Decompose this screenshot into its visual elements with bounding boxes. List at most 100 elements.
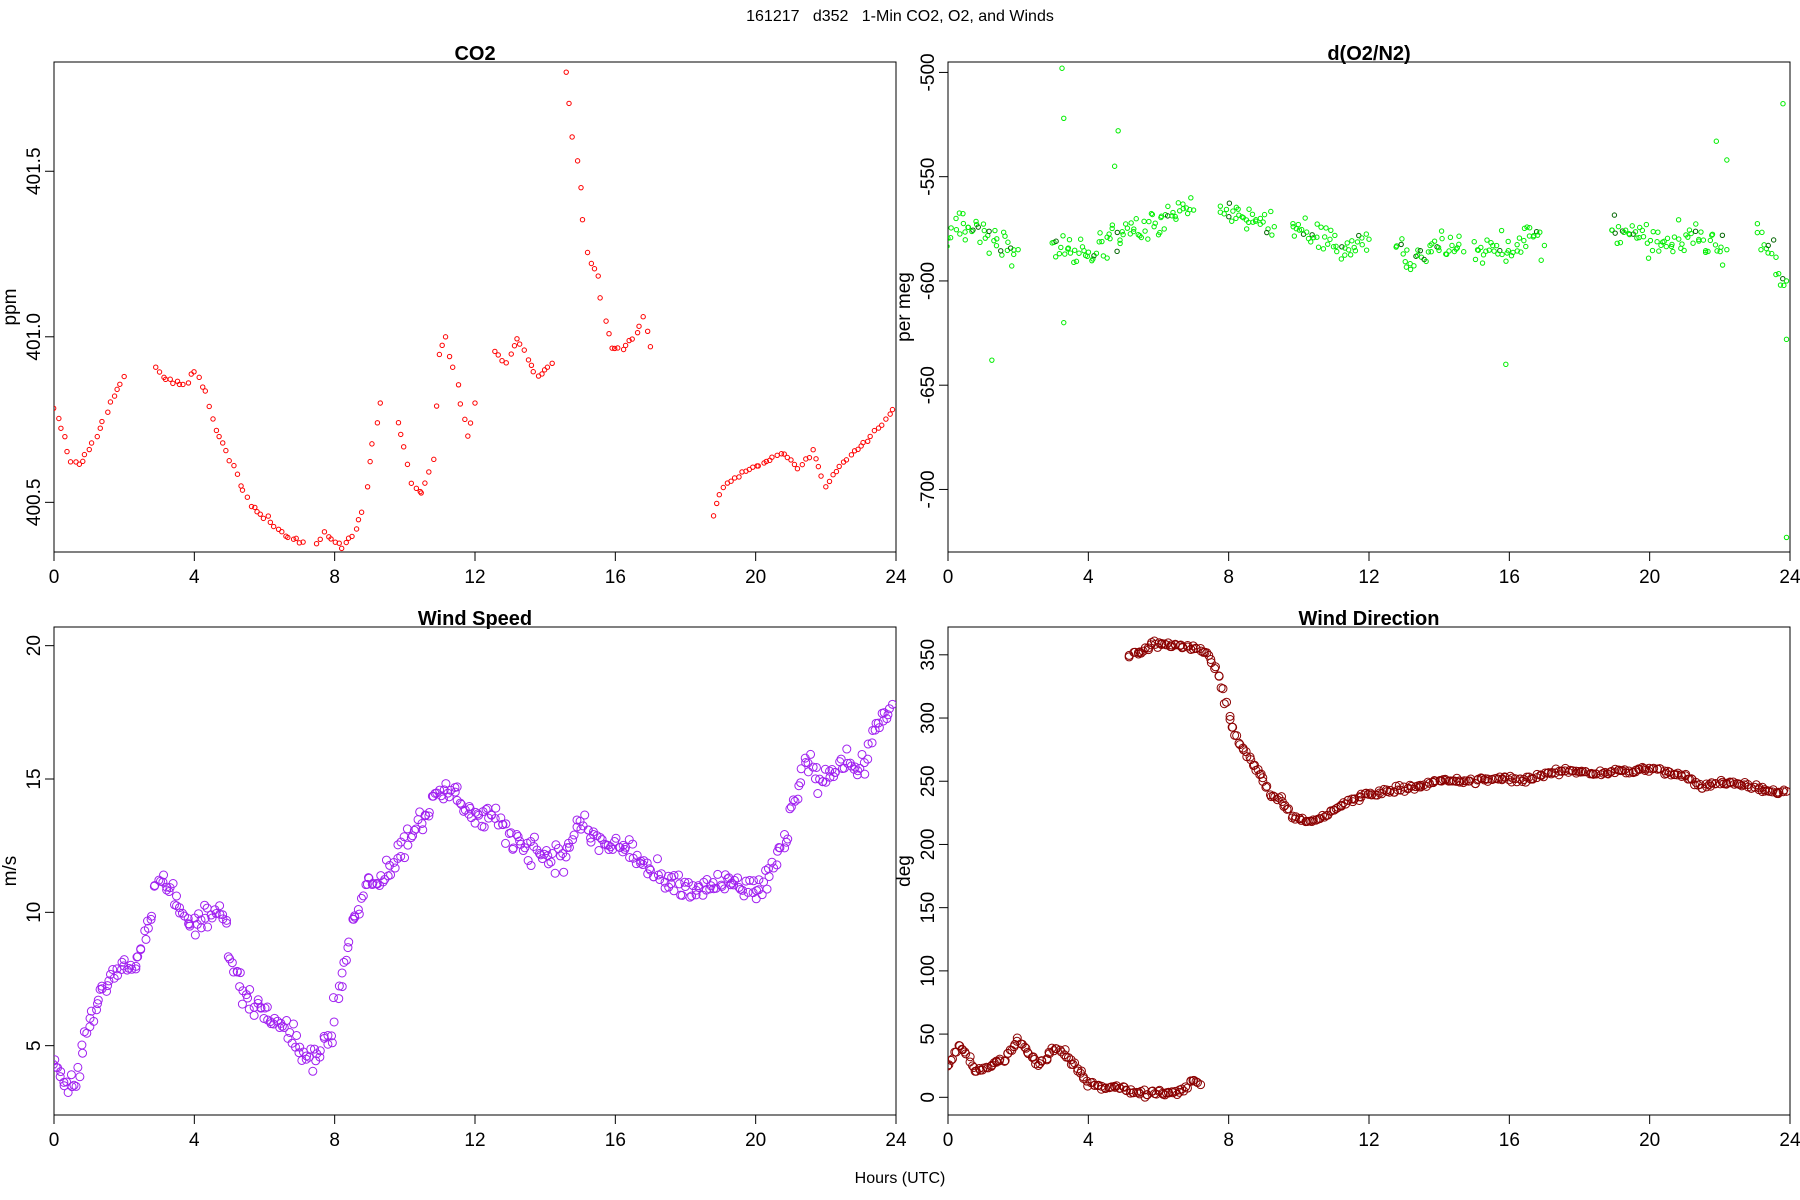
data-point	[962, 229, 968, 235]
data-point	[1327, 236, 1333, 243]
data-point	[136, 944, 146, 954]
data-point	[1148, 210, 1155, 217]
data-point	[62, 1077, 72, 1087]
data-point	[1537, 229, 1543, 235]
data-point	[806, 749, 816, 759]
data-point	[1429, 776, 1439, 786]
data-point	[660, 883, 670, 893]
data-point	[994, 1056, 1004, 1066]
data-point	[1403, 264, 1410, 270]
data-point	[702, 875, 712, 885]
data-point	[159, 870, 169, 880]
data-point	[206, 403, 212, 410]
data-point	[1715, 779, 1725, 789]
data-point	[711, 883, 721, 893]
data-point	[1290, 220, 1296, 227]
data-point	[855, 763, 865, 773]
data-point	[1107, 235, 1113, 242]
data-point	[539, 371, 545, 377]
data-point	[578, 184, 584, 191]
data-point	[762, 884, 772, 894]
data-point	[1128, 220, 1134, 226]
data-point	[788, 795, 798, 805]
data-point	[1701, 779, 1711, 789]
data-point	[1314, 221, 1320, 227]
data-point	[998, 248, 1004, 254]
data-point	[526, 861, 536, 871]
data-point	[867, 738, 877, 748]
data-point	[794, 466, 801, 472]
chart-title: Wind Speed	[418, 608, 532, 630]
data-point	[108, 964, 118, 974]
data-point	[1141, 218, 1147, 225]
data-point	[1271, 224, 1277, 230]
x-tick-label: 8	[1223, 1130, 1234, 1151]
data-point	[174, 903, 184, 913]
data-point	[503, 360, 509, 366]
data-point	[1142, 228, 1148, 234]
data-point	[462, 416, 468, 423]
data-point	[1169, 213, 1175, 219]
data-point	[1488, 240, 1494, 246]
data-point	[1082, 1076, 1092, 1086]
data-point	[1363, 789, 1373, 799]
data-point	[59, 1077, 69, 1087]
data-point	[411, 824, 421, 834]
data-point	[1446, 248, 1452, 254]
data-point	[1354, 239, 1361, 245]
data-point	[699, 877, 709, 887]
data-point	[1763, 786, 1773, 796]
data-point	[94, 433, 100, 440]
data-point	[249, 1010, 259, 1020]
data-point	[54, 1055, 60, 1065]
data-point	[1268, 208, 1274, 215]
data-point	[1425, 778, 1435, 788]
data-point	[674, 879, 684, 889]
data-point	[1009, 263, 1015, 269]
data-point	[1356, 789, 1366, 799]
data-point	[838, 764, 848, 774]
data-point	[147, 911, 157, 921]
data-point	[292, 1030, 302, 1040]
data-point	[647, 344, 654, 350]
data-point	[842, 744, 852, 754]
data-points	[948, 636, 1790, 1102]
data-point	[1754, 221, 1761, 227]
data-point	[350, 911, 360, 921]
data-point	[1089, 257, 1095, 264]
data-point	[1458, 778, 1468, 788]
data-point	[1351, 244, 1357, 251]
x-tick-label: 0	[49, 1130, 60, 1151]
data-point	[642, 858, 652, 868]
data-point	[315, 1052, 325, 1062]
data-point	[529, 832, 539, 842]
data-point	[1130, 228, 1137, 235]
data-point	[210, 416, 216, 422]
data-point	[882, 714, 892, 724]
data-point	[788, 457, 794, 463]
data-point	[830, 472, 836, 478]
data-point	[600, 839, 610, 849]
data-point	[1310, 234, 1317, 241]
data-point	[629, 336, 635, 342]
data-point	[367, 880, 377, 890]
data-point	[167, 376, 173, 382]
data-point	[1089, 1080, 1099, 1090]
x-tick-label: 12	[1358, 1130, 1379, 1151]
data-point	[1332, 232, 1338, 239]
data-point	[1163, 1087, 1173, 1097]
data-point	[754, 875, 764, 885]
data-point	[1359, 235, 1365, 241]
data-point	[956, 210, 963, 216]
data-point	[402, 824, 412, 834]
data-point	[628, 839, 638, 849]
data-point	[102, 986, 112, 996]
data-point	[229, 967, 239, 977]
data-point	[611, 345, 618, 352]
data-point	[267, 519, 274, 526]
data-point	[595, 273, 601, 279]
data-point	[227, 958, 237, 968]
data-point	[446, 353, 453, 360]
data-point	[561, 852, 571, 862]
data-point	[1629, 223, 1635, 229]
